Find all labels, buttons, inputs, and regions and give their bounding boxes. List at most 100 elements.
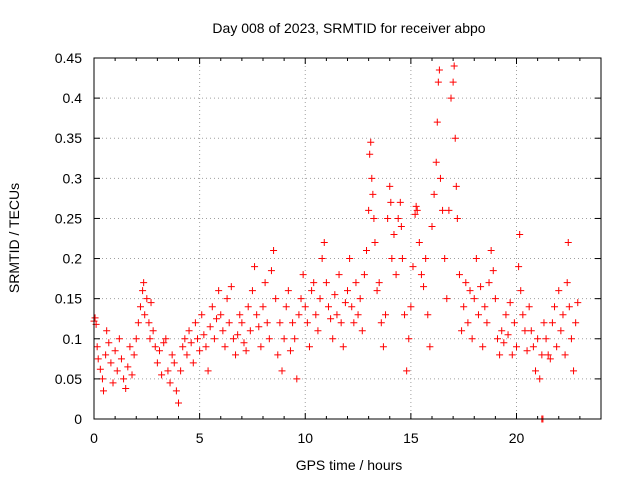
data-point (455, 271, 463, 279)
data-point (470, 295, 478, 303)
data-point (105, 339, 113, 347)
y-axis-label: SRMTID / TECUs (6, 183, 22, 293)
data-point (295, 311, 303, 319)
data-point (341, 299, 349, 307)
y-tick-label: 0 (74, 411, 82, 427)
data-point (120, 375, 128, 383)
data-point (394, 214, 402, 222)
data-point (458, 327, 466, 335)
y-tick-label: 0.35 (55, 130, 82, 146)
data-point (312, 311, 320, 319)
data-point (153, 359, 161, 367)
chart-title: Day 008 of 2023, SRMTID for receiver abp… (212, 20, 485, 36)
data-point (115, 335, 123, 343)
data-point (145, 319, 153, 327)
data-point (428, 222, 436, 230)
data-point (350, 319, 358, 327)
data-point (515, 263, 523, 271)
data-point (335, 271, 343, 279)
data-point (240, 339, 248, 347)
data-point (460, 303, 468, 311)
data-point (253, 311, 261, 319)
data-point (189, 359, 197, 367)
data-point (485, 279, 493, 287)
data-point (331, 291, 339, 299)
data-point (280, 335, 288, 343)
data-point (276, 319, 284, 327)
data-point (413, 206, 421, 214)
data-point (396, 198, 404, 206)
data-point (124, 363, 132, 371)
data-point (354, 311, 362, 319)
data-point (551, 303, 559, 311)
data-point (96, 365, 104, 373)
data-point (348, 303, 356, 311)
data-point (367, 138, 375, 146)
data-point (140, 279, 148, 287)
data-point (424, 311, 432, 319)
y-tick-label: 0.4 (63, 90, 83, 106)
y-tick-label: 0.15 (55, 291, 82, 307)
data-point (102, 351, 110, 359)
data-point (206, 323, 214, 331)
data-point (113, 367, 121, 375)
data-point (246, 327, 254, 335)
data-point (544, 351, 552, 359)
data-point (198, 311, 206, 319)
data-point (405, 335, 413, 343)
data-point (538, 351, 546, 359)
data-point (172, 387, 180, 395)
data-point (232, 351, 240, 359)
data-point (310, 279, 318, 287)
data-point (417, 271, 425, 279)
data-point (299, 271, 307, 279)
data-point (136, 303, 144, 311)
data-point (564, 239, 572, 247)
data-point (286, 347, 294, 355)
data-point (215, 287, 223, 295)
data-point (525, 303, 533, 311)
data-point (487, 247, 495, 255)
data-point (435, 66, 443, 74)
data-point (168, 351, 176, 359)
data-point (236, 311, 244, 319)
data-point (221, 343, 229, 351)
data-point (329, 335, 337, 343)
data-point (572, 319, 580, 327)
data-point (432, 158, 440, 166)
y-tick-label: 0.45 (55, 50, 82, 66)
data-point (371, 239, 379, 247)
data-point (449, 78, 457, 86)
y-tick-label: 0.05 (55, 371, 82, 387)
data-point (464, 319, 472, 327)
data-point (508, 351, 516, 359)
data-point (316, 295, 324, 303)
data-point (407, 303, 415, 311)
data-point (248, 287, 256, 295)
data-point (445, 206, 453, 214)
data-point (411, 210, 419, 218)
data-point (352, 279, 360, 287)
data-point (523, 347, 531, 355)
data-point (103, 327, 111, 335)
data-point (289, 319, 297, 327)
data-point (390, 230, 398, 238)
data-point (574, 299, 582, 307)
data-point (356, 295, 364, 303)
data-point (155, 347, 163, 355)
data-point (373, 287, 381, 295)
x-tick-label: 5 (196, 430, 204, 446)
data-point (111, 347, 119, 355)
data-point (436, 174, 444, 182)
data-point (149, 327, 157, 335)
data-point (468, 335, 476, 343)
data-point (213, 315, 221, 323)
x-axis-ticks: 0 5 10 15 20 (90, 58, 602, 446)
data-point (194, 335, 202, 343)
data-point (217, 311, 225, 319)
data-point (477, 283, 485, 291)
data-point (527, 327, 535, 335)
data-point (265, 335, 273, 343)
data-point (107, 359, 115, 367)
x-axis-label: GPS time / hours (296, 457, 403, 473)
